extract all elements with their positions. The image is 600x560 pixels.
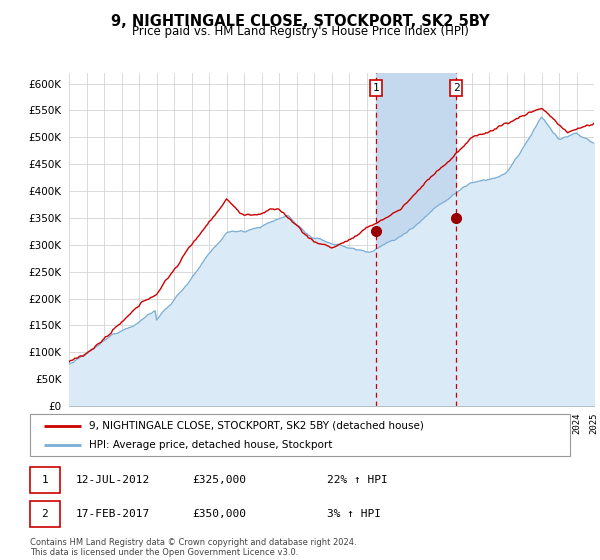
Text: 1: 1: [373, 83, 379, 93]
Text: 1: 1: [41, 475, 48, 485]
Text: HPI: Average price, detached house, Stockport: HPI: Average price, detached house, Stoc…: [89, 440, 333, 450]
Bar: [376, 73, 456, 406]
FancyBboxPatch shape: [30, 467, 60, 493]
FancyBboxPatch shape: [30, 414, 570, 456]
Text: 12-JUL-2012: 12-JUL-2012: [76, 475, 150, 485]
Text: Price paid vs. HM Land Registry's House Price Index (HPI): Price paid vs. HM Land Registry's House …: [131, 25, 469, 38]
Text: 2: 2: [41, 509, 48, 519]
Text: £325,000: £325,000: [192, 475, 246, 485]
Text: £350,000: £350,000: [192, 509, 246, 519]
Text: Contains HM Land Registry data © Crown copyright and database right 2024.
This d: Contains HM Land Registry data © Crown c…: [30, 538, 356, 557]
Text: 22% ↑ HPI: 22% ↑ HPI: [327, 475, 388, 485]
Text: 17-FEB-2017: 17-FEB-2017: [76, 509, 150, 519]
Text: 3% ↑ HPI: 3% ↑ HPI: [327, 509, 381, 519]
Text: 2: 2: [453, 83, 460, 93]
Text: 9, NIGHTINGALE CLOSE, STOCKPORT, SK2 5BY: 9, NIGHTINGALE CLOSE, STOCKPORT, SK2 5BY: [110, 14, 490, 29]
FancyBboxPatch shape: [30, 501, 60, 527]
Text: 9, NIGHTINGALE CLOSE, STOCKPORT, SK2 5BY (detached house): 9, NIGHTINGALE CLOSE, STOCKPORT, SK2 5BY…: [89, 421, 424, 431]
